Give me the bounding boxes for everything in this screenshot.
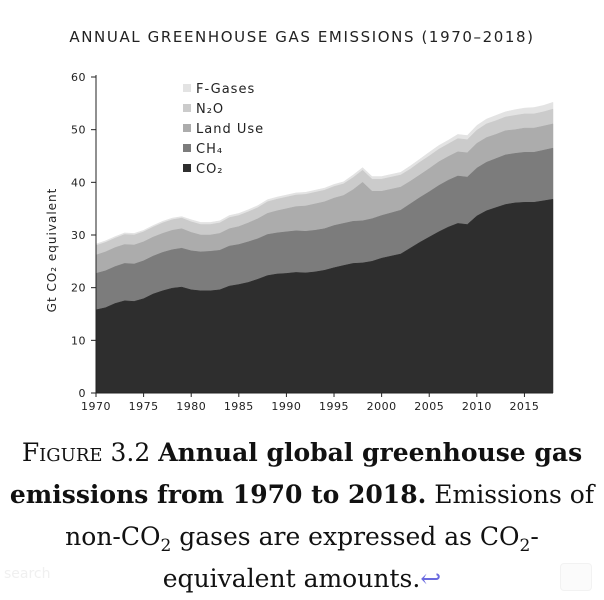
x-tick-label: 1970 [81,400,111,413]
y-axis-label: Gt CO₂ equivalent [45,188,59,313]
caption-subscript-1: 2 [160,536,172,556]
legend-label: CH₄ [196,142,223,157]
x-tick-label: 2005 [414,400,444,413]
x-tick-label: 1995 [319,400,349,413]
x-tick-label: 2000 [367,400,397,413]
y-tick-label: 40 [71,176,86,189]
legend-label: F-Gases [196,82,255,97]
legend-swatch [183,164,191,172]
legend-label: N₂O [196,102,224,117]
chart-title: ANNUAL GREENHOUSE GAS EMISSIONS (1970–20… [69,28,535,46]
stacked-areas [95,101,554,394]
y-tick-label: 10 [71,334,86,347]
emissions-area-chart: 0 10 20 30 40 50 60 1970 1975 1980 1985 1990 1995 200… [45,71,554,413]
legend-label: Land Use [196,122,264,137]
return-link-icon[interactable]: ↩ [420,564,442,593]
caption-text-3: -equivalent amounts. [162,522,539,593]
y-tick-label: 0 [79,387,87,400]
legend-label: CO₂ [196,162,224,177]
y-tick-label: 60 [71,71,86,84]
legend-swatch [183,144,191,152]
x-tick-label: 1980 [176,400,206,413]
caption-text-1: Emissions of non-CO [65,480,595,551]
legend-swatch [183,84,191,92]
x-tick-label: 1985 [224,400,254,413]
axes: 0 10 20 30 40 50 60 1970 1975 1980 1985 1990 1995 200… [45,71,553,413]
legend-swatch [183,104,191,112]
faint-corner-button[interactable] [560,563,592,591]
x-tick-label: 2010 [462,400,492,413]
caption-title: Annual global greenhouse gas emissions f… [9,438,583,509]
y-tick-label: 50 [71,124,86,137]
legend: F-Gases N₂O Land Use CH₄ CO₂ [183,82,264,177]
x-tick-label: 2015 [509,400,539,413]
legend-swatch [183,124,191,132]
x-tick-label: 1990 [271,400,301,413]
caption-text-2: gases are expressed as CO [171,522,520,551]
faint-search-watermark: search [4,566,51,582]
x-tick-label: 1975 [129,400,159,413]
y-tick-label: 30 [71,229,86,242]
caption-subscript-2: 2 [519,536,531,556]
figure-caption: Figure 3.2 Annual global greenhouse gas … [0,432,604,600]
figure-label: Figure 3.2 [21,438,151,467]
y-tick-label: 20 [71,282,86,295]
